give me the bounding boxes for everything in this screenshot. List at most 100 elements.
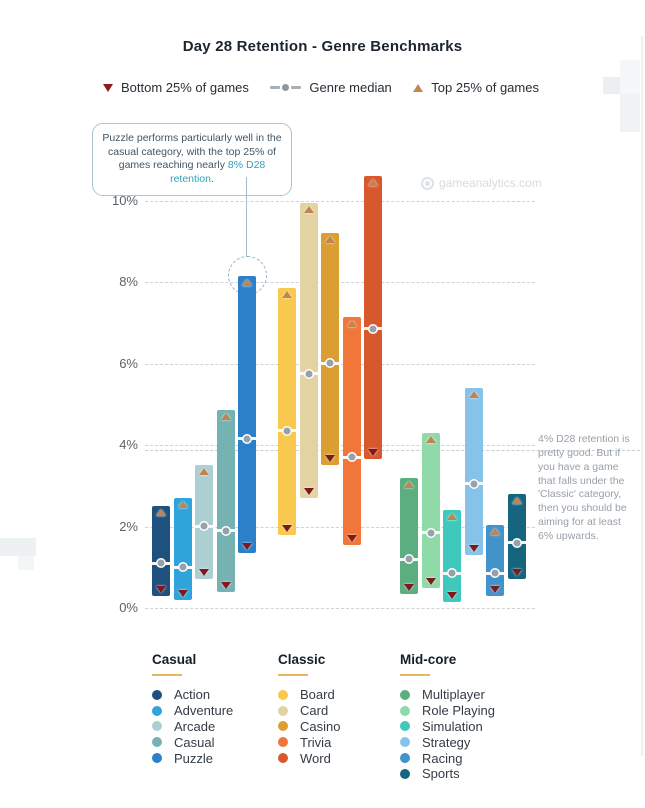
bottom25-marker (303, 487, 314, 495)
bottom25-marker (512, 569, 522, 577)
median-marker (299, 370, 318, 378)
gridline-4pct (145, 445, 535, 446)
genre-color-dot (400, 768, 410, 779)
genre-color-dot (400, 737, 410, 748)
legend-group-header: Mid-core (400, 652, 457, 667)
gridline-0pct (145, 608, 535, 609)
legend-item-strategy: Strategy (400, 734, 495, 750)
legend-item-racing: Racing (400, 750, 495, 766)
range-bar-sports (508, 493, 526, 580)
genre-color-dot (152, 689, 162, 700)
pixel-decoration (603, 77, 620, 94)
genre-label: Action (174, 687, 211, 703)
bottom25-marker (156, 585, 166, 593)
genre-color-dot (400, 721, 410, 732)
top25-marker (346, 319, 357, 327)
genre-color-dot (278, 689, 288, 700)
range-bar-word (364, 176, 383, 460)
pixel-decoration (620, 60, 640, 94)
watermark-text: gameanalytics.com (439, 176, 542, 190)
legend-top25: Top 25% of games (413, 80, 539, 95)
classic-side-note: 4% D28 retention is pretty good. But if … (538, 433, 630, 543)
genre-label: Multiplayer (422, 687, 485, 703)
watermark: gameanalytics.com (421, 176, 542, 190)
genre-color-dot (278, 753, 288, 764)
y-tick-label-10: 10% (111, 192, 138, 208)
top25-marker (490, 527, 501, 535)
y-tick-label-0: 0% (119, 600, 138, 615)
median-marker (278, 427, 296, 435)
legend-bottom25-label: Bottom 25% of games (121, 80, 249, 95)
genre-label: Strategy (422, 734, 471, 750)
callout-text: Puzzle performs particularly well in the… (102, 132, 282, 172)
bottom25-marker (177, 589, 188, 597)
legend-item-casino: Casino (278, 719, 340, 735)
top25-legend-icon (413, 83, 424, 92)
legend-item-arcade: Arcade (152, 719, 233, 735)
pixel-decoration (620, 94, 640, 132)
top25-marker (447, 513, 458, 521)
median-marker (443, 569, 462, 577)
legend-item-adventure: Adventure (152, 703, 233, 719)
genre-label: Casino (300, 718, 341, 734)
page-title: Day 28 Retention - Genre Benchmarks (182, 38, 463, 55)
bottom25-marker (404, 583, 414, 591)
range-bar-strategy (464, 387, 483, 555)
top25-marker (368, 179, 379, 187)
range-bar-board (278, 288, 296, 535)
top25-marker (220, 413, 231, 421)
legend-item-role-playing: Role Playing (400, 703, 495, 719)
median-marker (238, 435, 257, 443)
top25-marker (404, 480, 414, 488)
bottom25-marker (220, 581, 231, 589)
genre-label: Board (300, 687, 335, 703)
bottom25-legend-icon (103, 83, 113, 92)
legend-item-board: Board (278, 687, 340, 703)
legend-item-multiplayer: Multiplayer (400, 687, 495, 703)
legend-group-underline (152, 674, 182, 676)
median-marker (421, 529, 440, 537)
genre-color-dot (400, 753, 410, 764)
range-bar-simulation (443, 510, 462, 602)
genre-color-dot (152, 721, 162, 732)
range-bar-casino (321, 233, 340, 466)
range-bar-trivia (342, 316, 361, 545)
genre-label: Racing (422, 750, 463, 766)
median-marker (464, 480, 483, 488)
genre-color-dot (152, 753, 162, 764)
callout-leader-line (246, 177, 247, 257)
legend-group-underline (400, 674, 430, 676)
legend-column-classic: Classic Board Card Casino Trivia Word (278, 652, 340, 766)
legend-item-simulation: Simulation (400, 719, 495, 735)
bottom25-marker (346, 534, 357, 542)
y-tick-label-2: 2% (119, 518, 138, 534)
range-bar-multiplayer (400, 477, 418, 594)
median-marker (321, 359, 340, 367)
genre-label: Adventure (174, 703, 234, 719)
callout-highlight: 8% D28 retention (170, 159, 266, 185)
legend-group-header: Classic (278, 652, 326, 667)
y-tick-label-4: 4% (119, 437, 138, 452)
range-bar-casual (216, 410, 235, 592)
legend-item-trivia: Trivia (278, 734, 340, 750)
median-marker (486, 569, 505, 577)
top25-marker (468, 390, 479, 398)
gameanalytics-logo-icon (421, 176, 434, 190)
genre-color-dot (400, 705, 410, 716)
legend-item-action: Action (152, 687, 233, 703)
range-bar-adventure (173, 498, 192, 600)
bottom25-marker (368, 449, 379, 457)
range-bar-action (152, 506, 170, 596)
genre-label: Arcade (174, 718, 216, 734)
top25-marker (425, 435, 436, 443)
legend-group-underline (278, 674, 308, 676)
range-bar-puzzle (238, 275, 257, 553)
bottom25-marker (282, 524, 292, 532)
range-bar-racing (486, 524, 505, 596)
puzzle-callout: Puzzle performs particularly well in the… (92, 123, 292, 196)
pixel-decoration (0, 538, 36, 556)
legend-item-word: Word (278, 750, 340, 766)
genre-color-dot (152, 737, 162, 748)
top25-marker (177, 501, 188, 508)
top25-marker (325, 236, 336, 244)
